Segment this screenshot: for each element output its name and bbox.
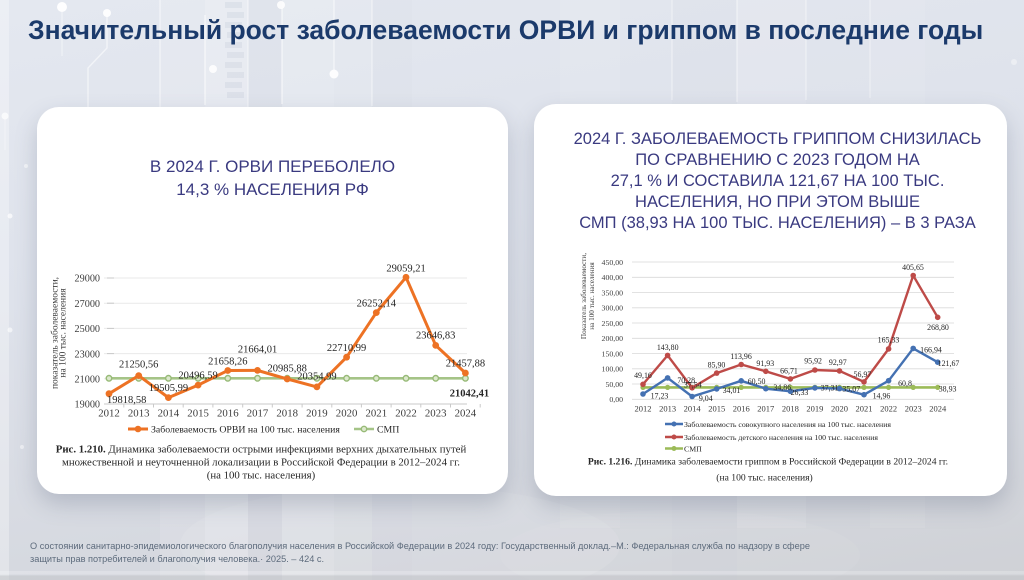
svg-text:38,93: 38,93 xyxy=(939,384,957,393)
svg-text:Показатель заболеваемости,: Показатель заболеваемости, xyxy=(580,253,588,339)
svg-text:2023: 2023 xyxy=(905,404,922,414)
svg-text:СМП: СМП xyxy=(684,444,702,453)
svg-text:250,00: 250,00 xyxy=(602,319,624,328)
svg-text:66,71: 66,71 xyxy=(780,367,798,376)
svg-text:50,00: 50,00 xyxy=(605,380,623,389)
svg-text:множественной и неуточненной л: множественной и неуточненной локализации… xyxy=(62,456,460,468)
svg-text:22710,99: 22710,99 xyxy=(327,343,366,354)
svg-text:300,00: 300,00 xyxy=(602,304,624,313)
svg-text:21664,01: 21664,01 xyxy=(238,345,277,356)
svg-text:29000: 29000 xyxy=(75,274,100,285)
svg-text:60,8: 60,8 xyxy=(898,379,912,388)
svg-text:2016: 2016 xyxy=(733,404,750,414)
svg-text:60,50: 60,50 xyxy=(748,377,766,386)
svg-text:2015: 2015 xyxy=(187,408,209,420)
svg-text:9,04: 9,04 xyxy=(699,394,713,403)
svg-text:49,16: 49,16 xyxy=(634,371,652,380)
svg-text:2018: 2018 xyxy=(782,404,799,414)
svg-text:405,65: 405,65 xyxy=(902,263,924,272)
svg-text:2016: 2016 xyxy=(217,408,239,420)
svg-text:19000: 19000 xyxy=(75,400,100,411)
svg-text:19818,58: 19818,58 xyxy=(107,395,146,406)
svg-text:СМП: СМП xyxy=(377,425,399,436)
svg-text:450,00: 450,00 xyxy=(602,258,624,267)
svg-text:2014: 2014 xyxy=(684,404,702,414)
svg-text:37,54: 37,54 xyxy=(684,381,702,390)
svg-text:150,00: 150,00 xyxy=(602,349,624,358)
svg-text:(на 100 тыс. населения): (на 100 тыс. населения) xyxy=(207,469,316,481)
svg-text:21042,41: 21042,41 xyxy=(450,389,489,400)
svg-text:21658,26: 21658,26 xyxy=(208,356,247,367)
svg-text:(на 100 тыс. населения): (на 100 тыс. населения) xyxy=(716,473,812,484)
svg-text:20496,59: 20496,59 xyxy=(178,370,217,381)
svg-text:Рис. 1.210. Динамика заболевае: Рис. 1.210. Динамика заболеваемости остр… xyxy=(56,444,467,456)
svg-text:37,31: 37,31 xyxy=(821,384,839,393)
svg-text:350,00: 350,00 xyxy=(602,288,624,297)
svg-text:400,00: 400,00 xyxy=(602,273,624,282)
svg-text:на 100 тыс. населения: на 100 тыс. населения xyxy=(588,262,596,330)
svg-text:2024: 2024 xyxy=(929,404,947,414)
svg-text:2014: 2014 xyxy=(158,408,180,420)
svg-text:21250,56: 21250,56 xyxy=(119,360,158,371)
svg-text:2024: 2024 xyxy=(455,408,477,420)
svg-text:35,07: 35,07 xyxy=(842,384,860,393)
svg-text:20354,99: 20354,99 xyxy=(297,371,336,382)
svg-text:95,92: 95,92 xyxy=(804,357,822,366)
svg-text:2021: 2021 xyxy=(366,408,388,420)
svg-text:Заболеваемость ОРВИ на 100 тыс: Заболеваемость ОРВИ на 100 тыс. населени… xyxy=(151,425,340,436)
svg-text:Заболеваемость совокупного нас: Заболеваемость совокупного населения на … xyxy=(684,420,891,429)
svg-text:85,90: 85,90 xyxy=(708,360,726,369)
svg-text:91,93: 91,93 xyxy=(756,359,774,368)
svg-text:29059,21: 29059,21 xyxy=(386,264,425,275)
svg-text:Заболеваемость детского населе: Заболеваемость детского населения на 100… xyxy=(684,433,878,442)
svg-text:25000: 25000 xyxy=(75,324,100,335)
svg-text:21457,88: 21457,88 xyxy=(446,359,485,370)
svg-text:на 100 тыс. населения: на 100 тыс. населения xyxy=(59,288,69,378)
svg-text:2022: 2022 xyxy=(395,408,417,420)
svg-text:26,33: 26,33 xyxy=(791,388,809,397)
svg-text:26252,14: 26252,14 xyxy=(357,299,397,310)
svg-text:2020: 2020 xyxy=(831,404,848,414)
svg-text:2023: 2023 xyxy=(425,408,447,420)
svg-text:2019: 2019 xyxy=(806,404,823,414)
svg-text:2013: 2013 xyxy=(128,408,150,420)
svg-text:200,00: 200,00 xyxy=(602,334,624,343)
svg-text:268,80: 268,80 xyxy=(927,323,949,332)
svg-text:143,80: 143,80 xyxy=(657,343,679,352)
svg-text:показатель заболеваемости,: показатель заболеваемости, xyxy=(50,277,61,389)
svg-text:19505,99: 19505,99 xyxy=(149,383,188,394)
svg-text:17,23: 17,23 xyxy=(651,391,669,400)
svg-text:21000: 21000 xyxy=(75,375,100,386)
svg-text:20985,88: 20985,88 xyxy=(268,363,307,374)
svg-text:2019: 2019 xyxy=(306,408,328,420)
svg-text:0,00: 0,00 xyxy=(609,395,623,404)
svg-text:92,97: 92,97 xyxy=(829,358,847,367)
svg-text:2017: 2017 xyxy=(757,404,774,414)
svg-text:34,86: 34,86 xyxy=(773,383,791,392)
svg-text:56,97: 56,97 xyxy=(854,370,872,379)
svg-text:2020: 2020 xyxy=(336,408,358,420)
svg-text:2021: 2021 xyxy=(856,404,873,414)
svg-text:27000: 27000 xyxy=(75,299,100,310)
svg-text:14,96: 14,96 xyxy=(873,391,891,400)
svg-text:Рис. 1.216. Динамика заболевае: Рис. 1.216. Динамика заболеваемости грип… xyxy=(588,457,948,468)
svg-text:113,96: 113,96 xyxy=(730,352,751,361)
svg-text:166,94: 166,94 xyxy=(920,346,942,355)
svg-text:2013: 2013 xyxy=(659,404,676,414)
svg-text:23646,83: 23646,83 xyxy=(416,331,455,342)
svg-text:2012: 2012 xyxy=(98,408,120,420)
svg-text:2018: 2018 xyxy=(276,408,298,420)
svg-text:34,01: 34,01 xyxy=(723,386,741,395)
svg-text:2012: 2012 xyxy=(635,404,652,414)
svg-text:2017: 2017 xyxy=(247,408,269,420)
svg-text:2022: 2022 xyxy=(880,404,897,414)
svg-text:70,28: 70,28 xyxy=(677,376,695,385)
svg-text:100,00: 100,00 xyxy=(602,365,624,374)
svg-text:121,67: 121,67 xyxy=(938,359,960,368)
svg-text:23000: 23000 xyxy=(75,349,100,360)
svg-text:2015: 2015 xyxy=(708,404,725,414)
svg-text:165,33: 165,33 xyxy=(878,336,900,345)
